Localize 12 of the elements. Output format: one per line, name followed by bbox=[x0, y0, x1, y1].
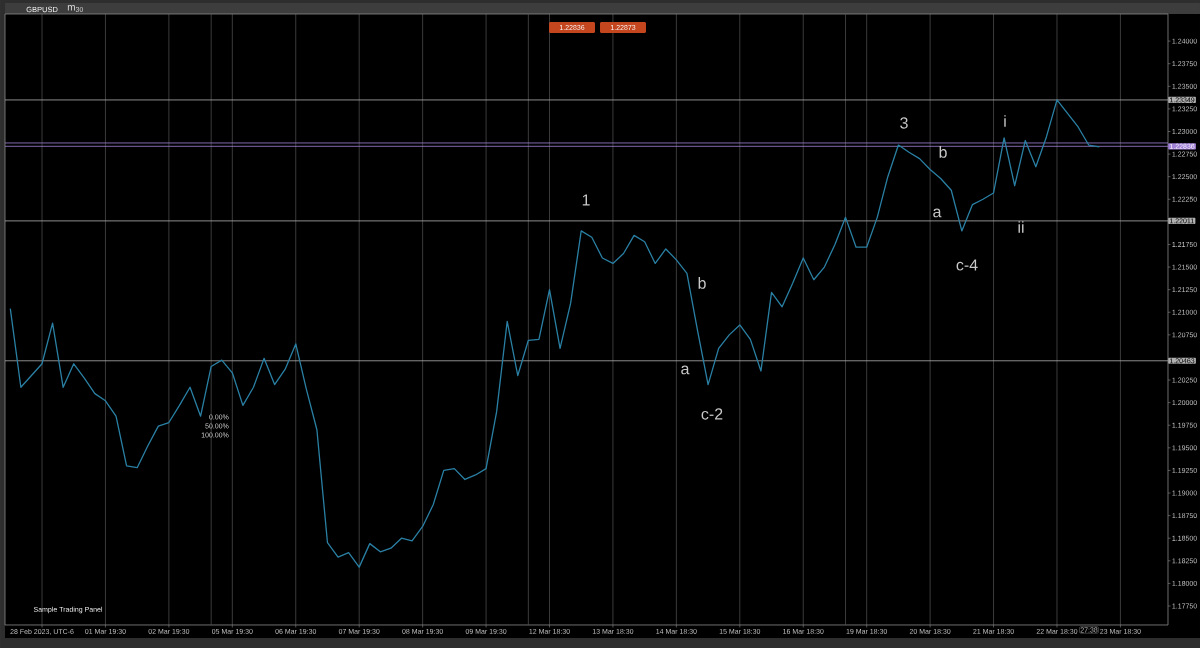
annotation: a bbox=[933, 208, 942, 218]
annotation: a bbox=[681, 365, 690, 375]
annotation: ii bbox=[1018, 221, 1024, 233]
chart-subtitle: m$_{30}$ bbox=[67, 5, 84, 12]
annotation: b bbox=[698, 277, 706, 289]
annotation: i bbox=[1004, 115, 1006, 127]
annotation: c-4 bbox=[956, 259, 978, 271]
annotation: 1 bbox=[582, 194, 590, 206]
annotation: 3 bbox=[900, 117, 908, 129]
line-series bbox=[9, 99, 1100, 568]
annotation: b bbox=[939, 146, 947, 158]
annotation: c-2 bbox=[701, 408, 723, 420]
